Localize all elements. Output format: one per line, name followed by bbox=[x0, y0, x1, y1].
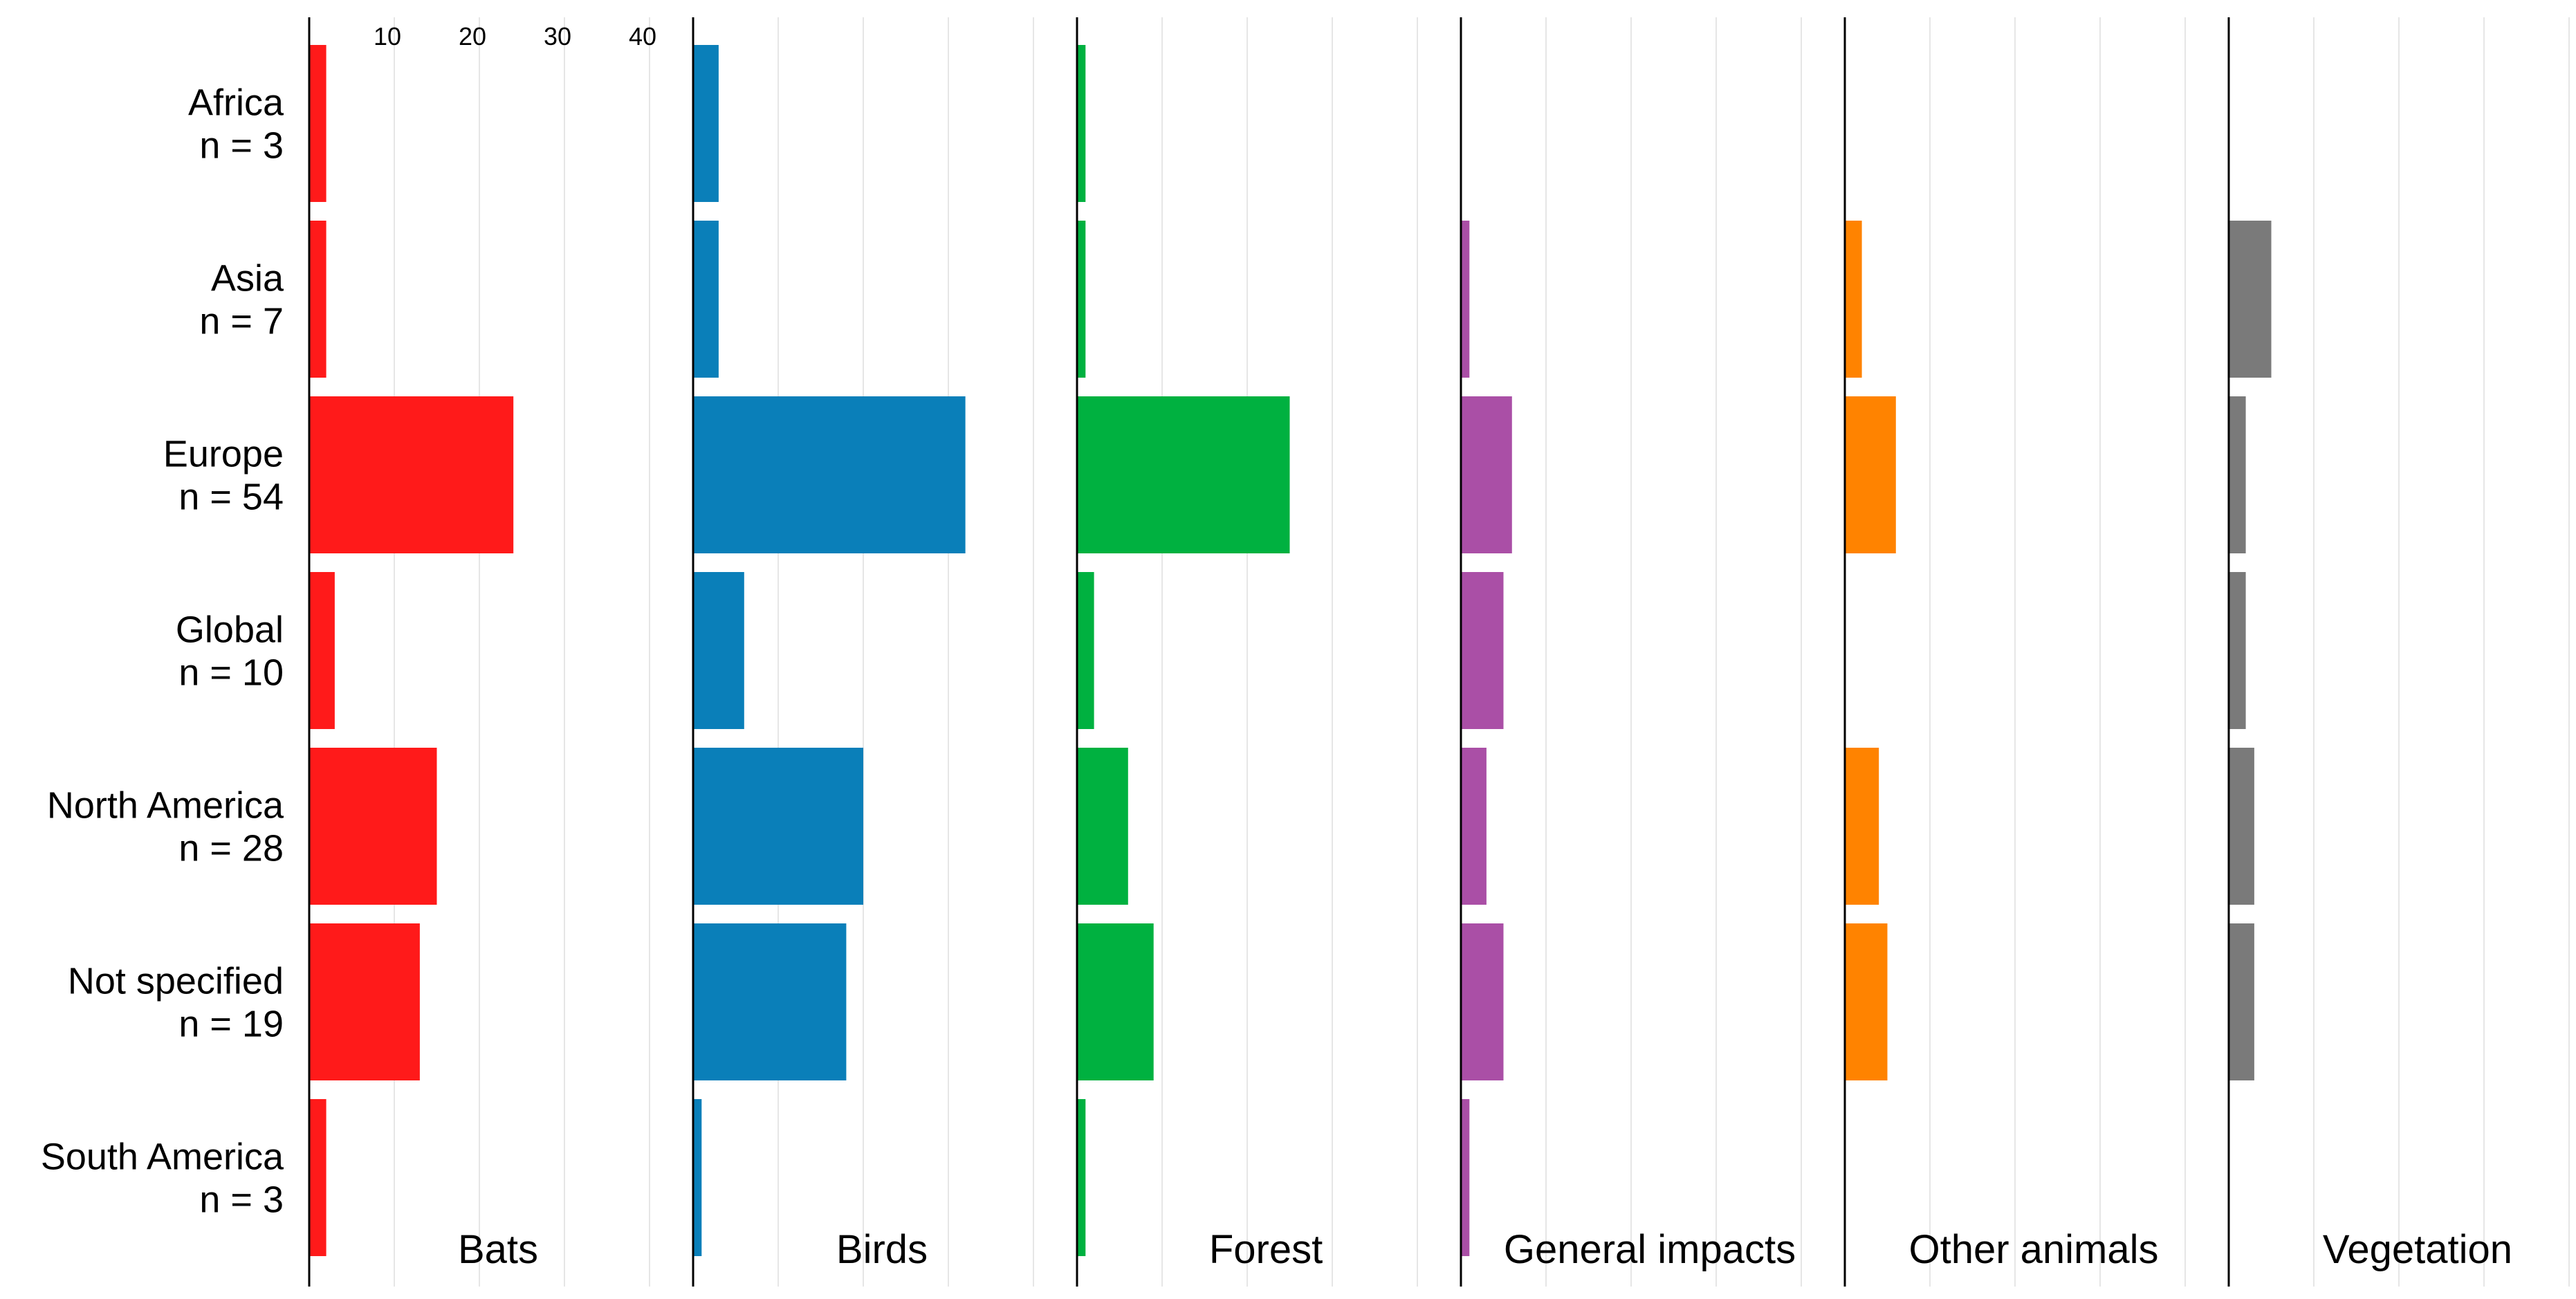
bar-vegetation-not-specified bbox=[2229, 923, 2254, 1080]
panel-axis-lines bbox=[308, 17, 2230, 1287]
panel-label-forest: Forest bbox=[1209, 1227, 1323, 1272]
bar-vegetation-europe bbox=[2229, 396, 2246, 553]
bar-bats-africa bbox=[309, 45, 326, 202]
panel-label-vegetation: Vegetation bbox=[2323, 1227, 2512, 1272]
bar-forest-asia bbox=[1077, 221, 1086, 378]
category-label-europe: Europe bbox=[163, 434, 284, 475]
bar-birds-south-america bbox=[693, 1099, 702, 1256]
bar-forest-not-specified bbox=[1077, 923, 1154, 1080]
category-label-not-specified: Not specified bbox=[68, 961, 284, 1002]
bar-general-impacts-north-america bbox=[1461, 748, 1487, 905]
category-label-africa: Africa bbox=[188, 82, 284, 124]
category-n-label-not-specified: n = 19 bbox=[178, 1004, 284, 1045]
category-label-south-america: South America bbox=[41, 1136, 284, 1178]
bar-general-impacts-global bbox=[1461, 572, 1504, 729]
category-n-label-global: n = 10 bbox=[178, 652, 284, 694]
bar-bats-not-specified bbox=[309, 923, 420, 1080]
category-n-label-asia: n = 7 bbox=[199, 301, 284, 342]
bar-birds-global bbox=[693, 572, 744, 729]
category-n-label-south-america: n = 3 bbox=[199, 1179, 284, 1221]
category-label-asia: Asia bbox=[211, 258, 284, 300]
bar-other-animals-asia bbox=[1845, 221, 1862, 378]
bar-birds-africa bbox=[693, 45, 719, 202]
grid-lines bbox=[394, 17, 2570, 1287]
bar-vegetation-asia bbox=[2229, 221, 2272, 378]
bar-forest-north-america bbox=[1077, 748, 1128, 905]
bar-bats-north-america bbox=[309, 748, 437, 905]
bar-forest-global bbox=[1077, 572, 1094, 729]
panel-label-bats: Bats bbox=[458, 1227, 538, 1272]
category-n-label-europe: n = 54 bbox=[178, 477, 284, 518]
x-tick-labels: 10 20 30 40 bbox=[374, 22, 656, 50]
x-tick-label-10: 10 bbox=[374, 22, 401, 50]
bar-other-animals-europe bbox=[1845, 396, 1896, 553]
bar-general-impacts-europe bbox=[1461, 396, 1512, 553]
bar-birds-not-specified bbox=[693, 923, 847, 1080]
panel-label-other-animals: Other animals bbox=[1908, 1227, 2158, 1272]
bar-forest-south-america bbox=[1077, 1099, 1086, 1256]
bar-birds-asia bbox=[693, 221, 719, 378]
x-tick-label-20: 20 bbox=[459, 22, 486, 50]
bar-general-impacts-not-specified bbox=[1461, 923, 1504, 1080]
bars bbox=[309, 45, 2272, 1256]
category-label-north-america: North America bbox=[47, 785, 284, 827]
panel-label-birds: Birds bbox=[836, 1227, 928, 1272]
bar-bats-global bbox=[309, 572, 335, 729]
category-label-global: Global bbox=[176, 609, 284, 651]
bar-other-animals-north-america bbox=[1845, 748, 1879, 905]
bar-bats-asia bbox=[309, 221, 326, 378]
bar-bats-south-america bbox=[309, 1099, 326, 1256]
bar-bats-europe bbox=[309, 396, 514, 553]
bar-vegetation-north-america bbox=[2229, 748, 2254, 905]
category-n-label-north-america: n = 28 bbox=[178, 828, 284, 869]
bar-forest-africa bbox=[1077, 45, 1086, 202]
panel-label-general-impacts: General impacts bbox=[1504, 1227, 1796, 1272]
category-n-label-africa: n = 3 bbox=[199, 125, 284, 167]
x-tick-label-30: 30 bbox=[544, 22, 571, 50]
bar-other-animals-not-specified bbox=[1845, 923, 1888, 1080]
bar-birds-europe bbox=[693, 396, 966, 553]
bar-forest-europe bbox=[1077, 396, 1290, 553]
x-tick-label-40: 40 bbox=[629, 22, 656, 50]
panel-labels: Bats Birds Forest General impacts Other anim… bbox=[458, 1227, 2512, 1272]
bar-general-impacts-asia bbox=[1461, 221, 1470, 378]
bar-birds-north-america bbox=[693, 748, 863, 905]
bar-general-impacts-south-america bbox=[1461, 1099, 1470, 1256]
bar-vegetation-global bbox=[2229, 572, 2246, 729]
